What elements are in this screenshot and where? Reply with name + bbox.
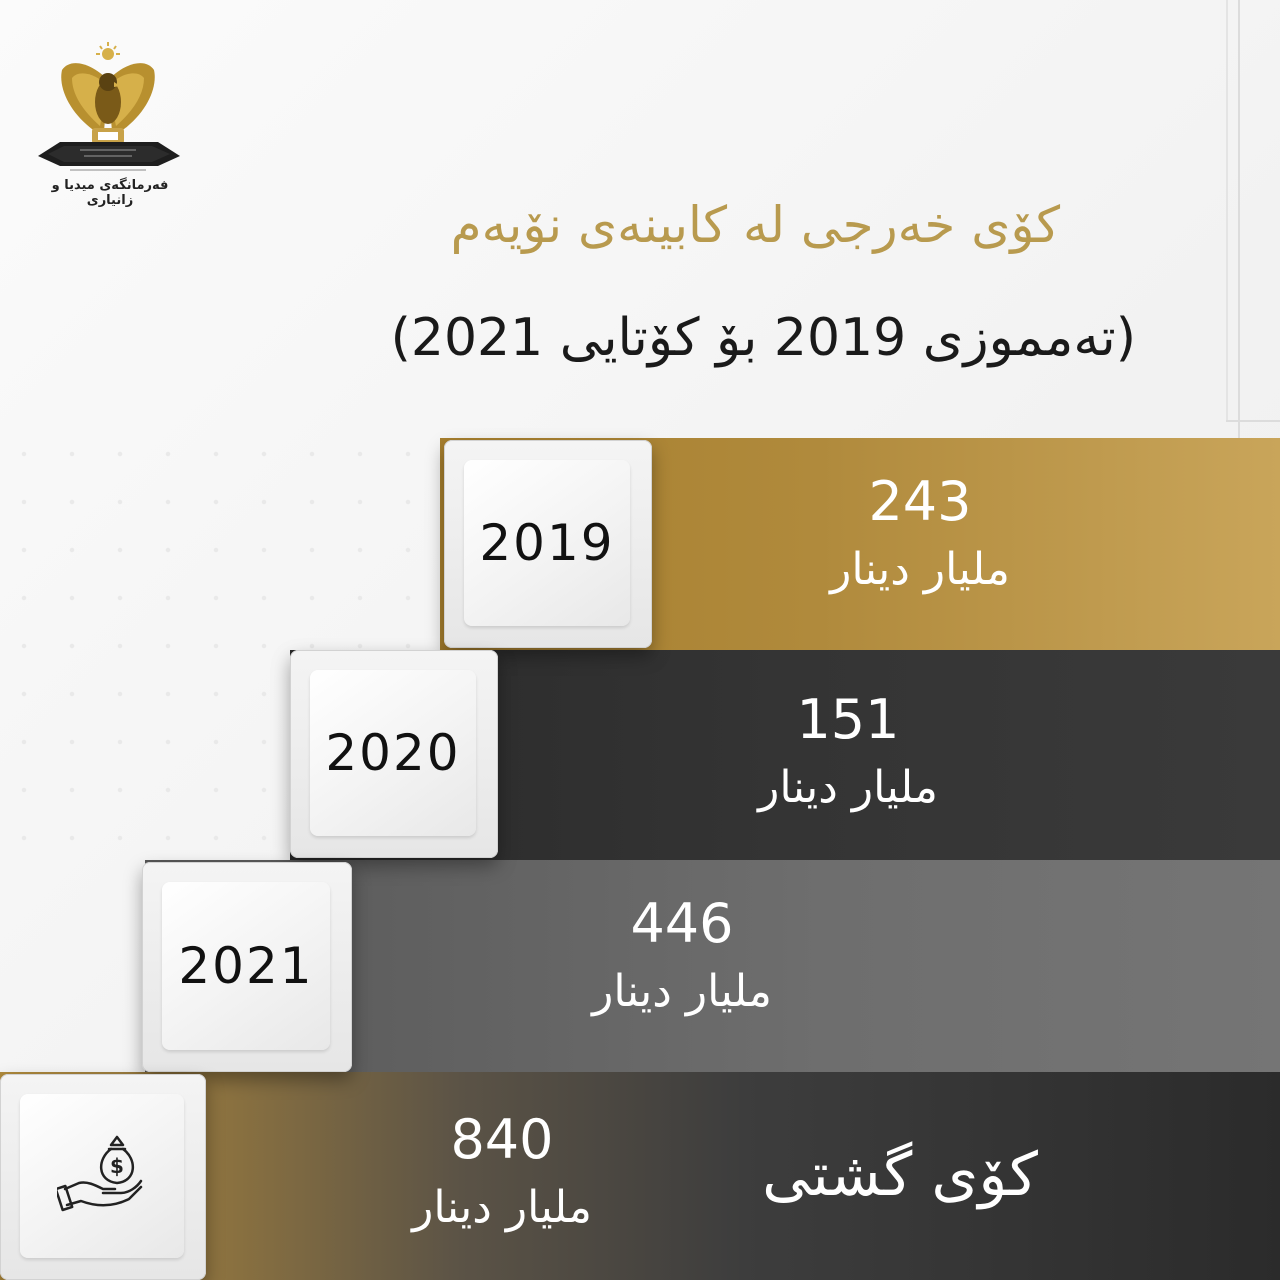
page-subtitle: (تەمموزی 2019 بۆ کۆتایی 2021) bbox=[390, 308, 1136, 368]
value-number: 243 bbox=[868, 470, 972, 533]
eagle-emblem-icon bbox=[38, 42, 180, 171]
page-title: کۆی خەرجی لە کابینەی نۆیەم bbox=[450, 196, 1060, 254]
year-label: 2021 bbox=[178, 937, 314, 995]
year-key-2020: 2020 bbox=[290, 650, 498, 858]
value-unit: مليار دينار bbox=[412, 1182, 592, 1233]
year-label: 2020 bbox=[325, 724, 461, 782]
year-label: 2019 bbox=[479, 514, 615, 572]
year-key-2021: 2021 bbox=[142, 862, 352, 1072]
value-unit: مليار دينار bbox=[758, 762, 938, 813]
frame-line bbox=[1226, 420, 1280, 422]
money-bag-hand-icon: $ bbox=[57, 1135, 143, 1212]
total-label: کۆی گشتی bbox=[762, 1140, 1038, 1210]
year-key-2019: 2019 bbox=[444, 440, 652, 648]
value-number: 151 bbox=[796, 688, 900, 751]
total-key: $ bbox=[0, 1074, 206, 1280]
value-2020: 151 مليار دينار bbox=[738, 690, 958, 816]
value-unit: مليار دينار bbox=[830, 544, 1010, 595]
svg-text:$: $ bbox=[110, 1154, 124, 1178]
value-unit: مليار دينار bbox=[592, 966, 772, 1017]
value-total: 840 مليار دينار bbox=[392, 1110, 612, 1236]
value-2021: 446 مليار دينار bbox=[572, 894, 792, 1020]
logo-caption: فەرمانگەی میدیا و زانیاری bbox=[51, 178, 169, 208]
value-number: 840 bbox=[450, 1108, 554, 1171]
krg-logo: فەرمانگەی میدیا و زانیاری bbox=[30, 40, 190, 210]
total-band bbox=[0, 1072, 1280, 1280]
frame-line bbox=[1226, 0, 1228, 422]
frame-line bbox=[1238, 0, 1240, 438]
value-2019: 243 مليار دينار bbox=[810, 472, 1030, 598]
value-number: 446 bbox=[630, 892, 734, 955]
